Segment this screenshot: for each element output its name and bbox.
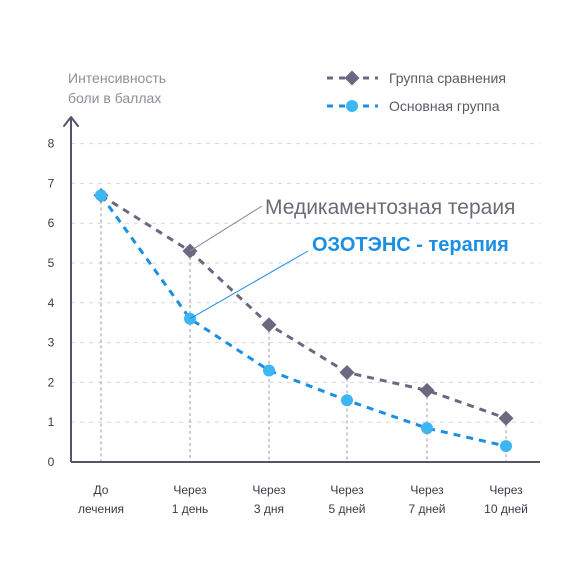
y-tick-label: 8 — [48, 137, 55, 151]
y-tick-label: 0 — [48, 455, 55, 469]
y-axis-label-line: Интенсивность — [68, 70, 166, 86]
legend-label: Основная группа — [389, 98, 500, 114]
x-tick-labels: До лечения Через 1 день Через 3 дня Через 5 дне… — [78, 483, 528, 516]
legend-marker-diamond — [344, 70, 360, 86]
x-tick-label: 1 день — [172, 502, 209, 516]
grid — [71, 143, 540, 423]
data-point-circle — [263, 364, 275, 377]
legend: Группа сравнения Основная группа — [327, 70, 506, 114]
legend-marker-circle — [346, 100, 358, 112]
y-axis-label-line: боли в баллах — [68, 90, 161, 106]
x-tick-label: 7 дней — [408, 502, 445, 516]
axes — [63, 116, 540, 463]
x-tick-label: Через — [252, 483, 286, 497]
annotation-leader-line — [189, 205, 263, 252]
data-point-circle — [341, 394, 353, 407]
y-tick-label: 5 — [48, 256, 55, 270]
y-axis-label: Интенсивность боли в баллах — [68, 70, 166, 106]
x-tick-label: 10 дней — [484, 502, 528, 516]
series-line-comparison — [100, 194, 507, 420]
x-tick-label: Через — [173, 483, 207, 497]
y-tick-label: 4 — [48, 296, 55, 310]
x-tick-label: Через — [330, 483, 364, 497]
x-tick-label: Через — [489, 483, 523, 497]
y-tick-label: 6 — [48, 216, 55, 230]
annotation-label: Медикаментозная тераия — [265, 196, 515, 219]
data-point-diamond — [261, 317, 277, 333]
y-axis-arrow — [63, 116, 79, 127]
x-tick-label: лечения — [78, 502, 124, 516]
annotation-leader-line — [189, 250, 309, 320]
annotation-label: ОЗОТЭНС - терапия — [312, 234, 509, 256]
y-tick-labels: 0 1 2 3 4 5 6 7 8 — [48, 137, 55, 469]
x-tick-label: До — [94, 483, 109, 497]
x-tick-label: Через — [410, 483, 444, 497]
data-point-circle — [421, 422, 433, 435]
x-tick-label: 5 дней — [328, 502, 365, 516]
legend-label: Группа сравнения — [389, 70, 506, 86]
data-point-diamond — [498, 410, 514, 426]
data-point-diamond — [419, 382, 435, 398]
y-tick-label: 1 — [48, 415, 55, 429]
y-tick-label: 7 — [48, 176, 55, 190]
data-point-diamond — [339, 364, 355, 380]
y-tick-label: 2 — [48, 375, 55, 389]
series-layer — [93, 187, 514, 453]
y-tick-label: 3 — [48, 336, 55, 350]
data-point-circle — [500, 440, 512, 453]
data-point-circle — [95, 189, 107, 202]
series-line-main — [99, 194, 507, 448]
x-tick-label: 3 дня — [254, 502, 284, 516]
annotations: Медикаментозная тераия ОЗОТЭНС - терапия — [189, 196, 515, 320]
